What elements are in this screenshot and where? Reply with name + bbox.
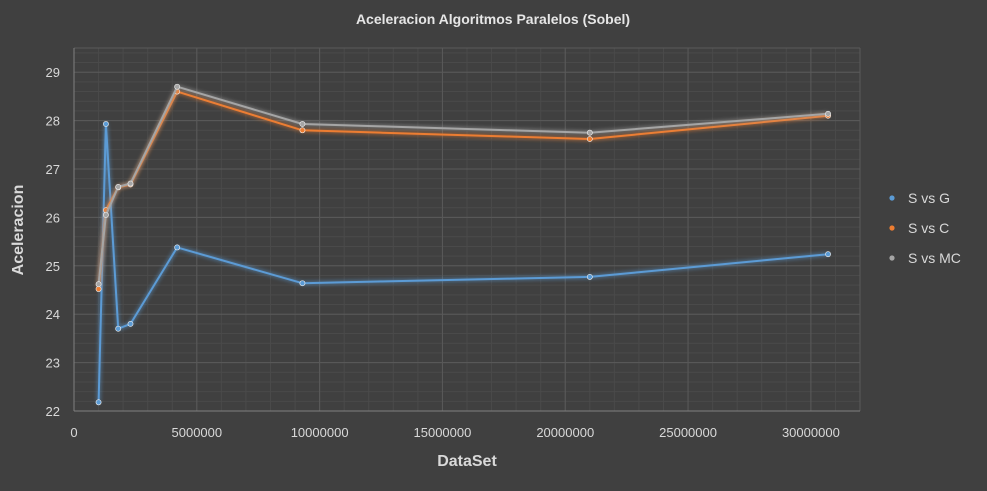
legend: S vs G S vs C S vs MC [880,190,961,266]
data-point-s-vs-g [103,121,109,127]
data-point-s-vs-mc [825,110,831,117]
series-line-s-vs-mc [97,85,829,285]
y-tick-label: 28 [46,114,60,129]
legend-label-s-vs-g: S vs G [908,190,950,206]
plot-grid [73,47,861,412]
y-tick-label: 24 [46,307,60,322]
data-point-s-vs-mc [127,180,134,187]
x-tick-label: 10000000 [291,425,349,440]
y-tick-label: 23 [46,356,60,371]
x-tick-label: 30000000 [782,425,840,440]
data-point-s-vs-mc [299,121,306,127]
legend-marker-s-vs-c [889,225,895,231]
x-tick-label: 25000000 [659,425,717,440]
data-point-s-vs-mc [174,83,181,90]
y-tick-label: 22 [46,404,60,419]
legend-marker-s-vs-g [889,195,895,201]
y-tick-label: 26 [46,210,60,225]
x-tick-label: 20000000 [536,425,594,440]
data-point-s-vs-c [299,127,306,134]
data-point-s-vs-g [825,251,831,258]
y-tick-label: 25 [46,259,60,274]
x-tick-label: 15000000 [414,425,472,440]
data-point-s-vs-mc [95,281,102,288]
chart-title: Aceleracion Algoritmos Paralelos (Sobel) [356,11,630,27]
x-tick-label: 0 [70,425,77,440]
y-tick-label: 27 [46,162,60,177]
legend-marker-s-vs-mc [889,255,895,261]
data-point-s-vs-c [586,136,593,142]
axes: 22 23 24 25 26 27 28 29 0 5000000 10000000 15000000… [46,48,860,440]
data-point-s-vs-mc [586,129,593,136]
series-lines [95,83,831,406]
data-point-s-vs-mc [103,212,109,218]
data-point-s-vs-g [115,325,122,332]
x-tick-label: 5000000 [172,425,223,440]
data-point-s-vs-g [586,274,593,280]
data-point-s-vs-g [299,280,306,287]
y-tick-label: 29 [46,65,60,80]
data-point-s-vs-c [95,286,102,292]
series-line-s-vs-c [97,90,829,290]
legend-label-s-vs-mc: S vs MC [908,250,961,266]
series-line-s-vs-g [97,123,829,403]
data-point-s-vs-g [174,244,181,251]
data-point-s-vs-mc [115,184,122,190]
y-axis-title: Aceleracion [10,185,27,276]
data-point-s-vs-g [127,320,134,327]
x-axis-title: DataSet [437,453,497,470]
data-point-s-vs-g [95,399,102,406]
legend-label-s-vs-c: S vs C [908,220,949,236]
